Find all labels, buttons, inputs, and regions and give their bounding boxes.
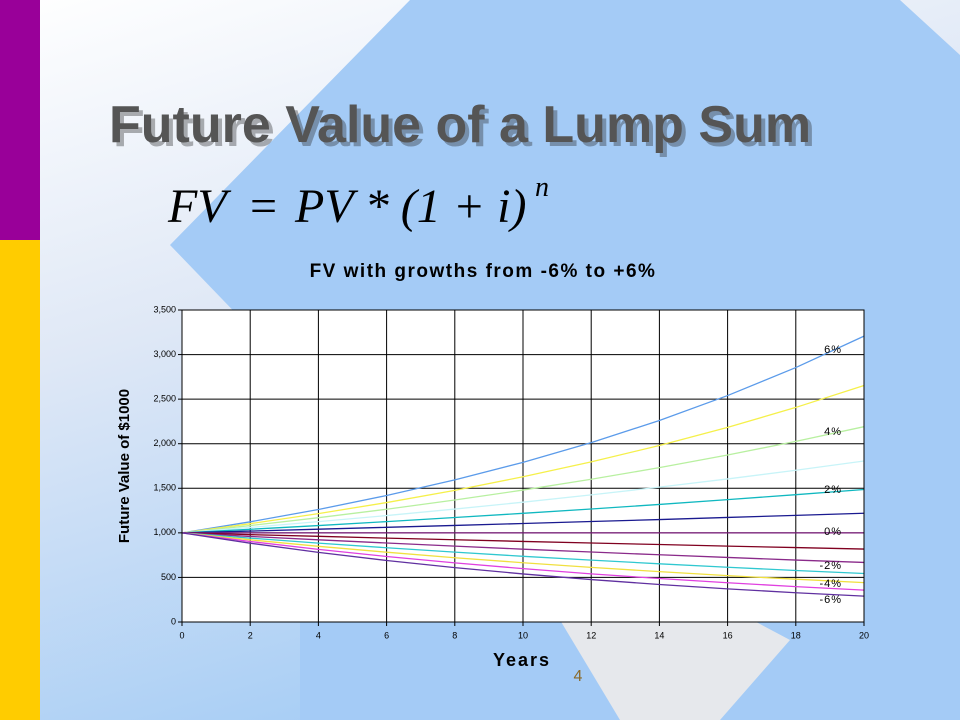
- series-line: [181, 532, 865, 584]
- side-bar-yellow: [0, 240, 40, 720]
- series-label: -2%: [819, 560, 842, 572]
- y-axis-label: Future Value of $1000: [116, 389, 133, 543]
- formula: FV = PV * (1 + i) n: [167, 172, 549, 233]
- title-shadow: Future Value of a Lump Sum: [113, 100, 815, 158]
- series-label: -6%: [819, 594, 842, 606]
- x-tick-label: 12: [586, 630, 596, 640]
- y-tick-label: 3,500: [153, 304, 176, 314]
- plot-border: [181, 309, 865, 623]
- x-tick-label: 18: [791, 630, 801, 640]
- series-line: [181, 512, 865, 534]
- y-tick-label: 3,000: [153, 349, 176, 359]
- x-tick-label: 6: [384, 630, 389, 640]
- formula-equals: =: [250, 180, 277, 233]
- x-tick-label: 2: [248, 630, 253, 640]
- chart-title: FV with growths from -6% to +6%: [310, 261, 657, 282]
- x-tick-label: 10: [518, 630, 528, 640]
- x-tick-label: 14: [654, 630, 664, 640]
- x-tick-label: 20: [859, 630, 869, 640]
- page-number: 4: [574, 668, 583, 685]
- series-label: 6%: [824, 344, 842, 356]
- formula-rhs: PV * (1 + i): [294, 180, 526, 233]
- formula-exponent: n: [535, 172, 549, 203]
- series-line: [181, 460, 865, 534]
- slide-title: Future Value of a Lump Sum: [109, 96, 811, 154]
- series-line: [181, 532, 865, 597]
- y-tick-label: 0: [171, 616, 176, 626]
- series-line: [181, 532, 865, 564]
- y-tick-label: 1,000: [153, 527, 176, 537]
- series-label: 4%: [824, 426, 842, 438]
- series-label: 2%: [824, 484, 842, 496]
- x-axis-label: Years: [493, 650, 551, 670]
- formula-lhs: FV: [167, 180, 231, 233]
- x-tick-label: 8: [452, 630, 457, 640]
- series-line: [181, 488, 865, 534]
- y-tick-label: 500: [161, 572, 176, 582]
- series-line: [181, 532, 865, 591]
- series-line: [181, 532, 865, 575]
- y-tick-label: 1,500: [153, 483, 176, 493]
- series-label: 0%: [824, 526, 842, 538]
- series-line: [181, 335, 865, 534]
- series-line: [181, 532, 865, 550]
- x-tick-label: 4: [316, 630, 321, 640]
- side-bar-purple: [0, 0, 40, 240]
- x-tick-label: 0: [179, 630, 184, 640]
- series-line: [181, 384, 865, 534]
- series-label: -4%: [819, 578, 842, 590]
- series-line: [181, 426, 865, 534]
- x-tick-label: 16: [723, 630, 733, 640]
- y-tick-label: 2,000: [153, 438, 176, 448]
- y-tick-label: 2,500: [153, 394, 176, 404]
